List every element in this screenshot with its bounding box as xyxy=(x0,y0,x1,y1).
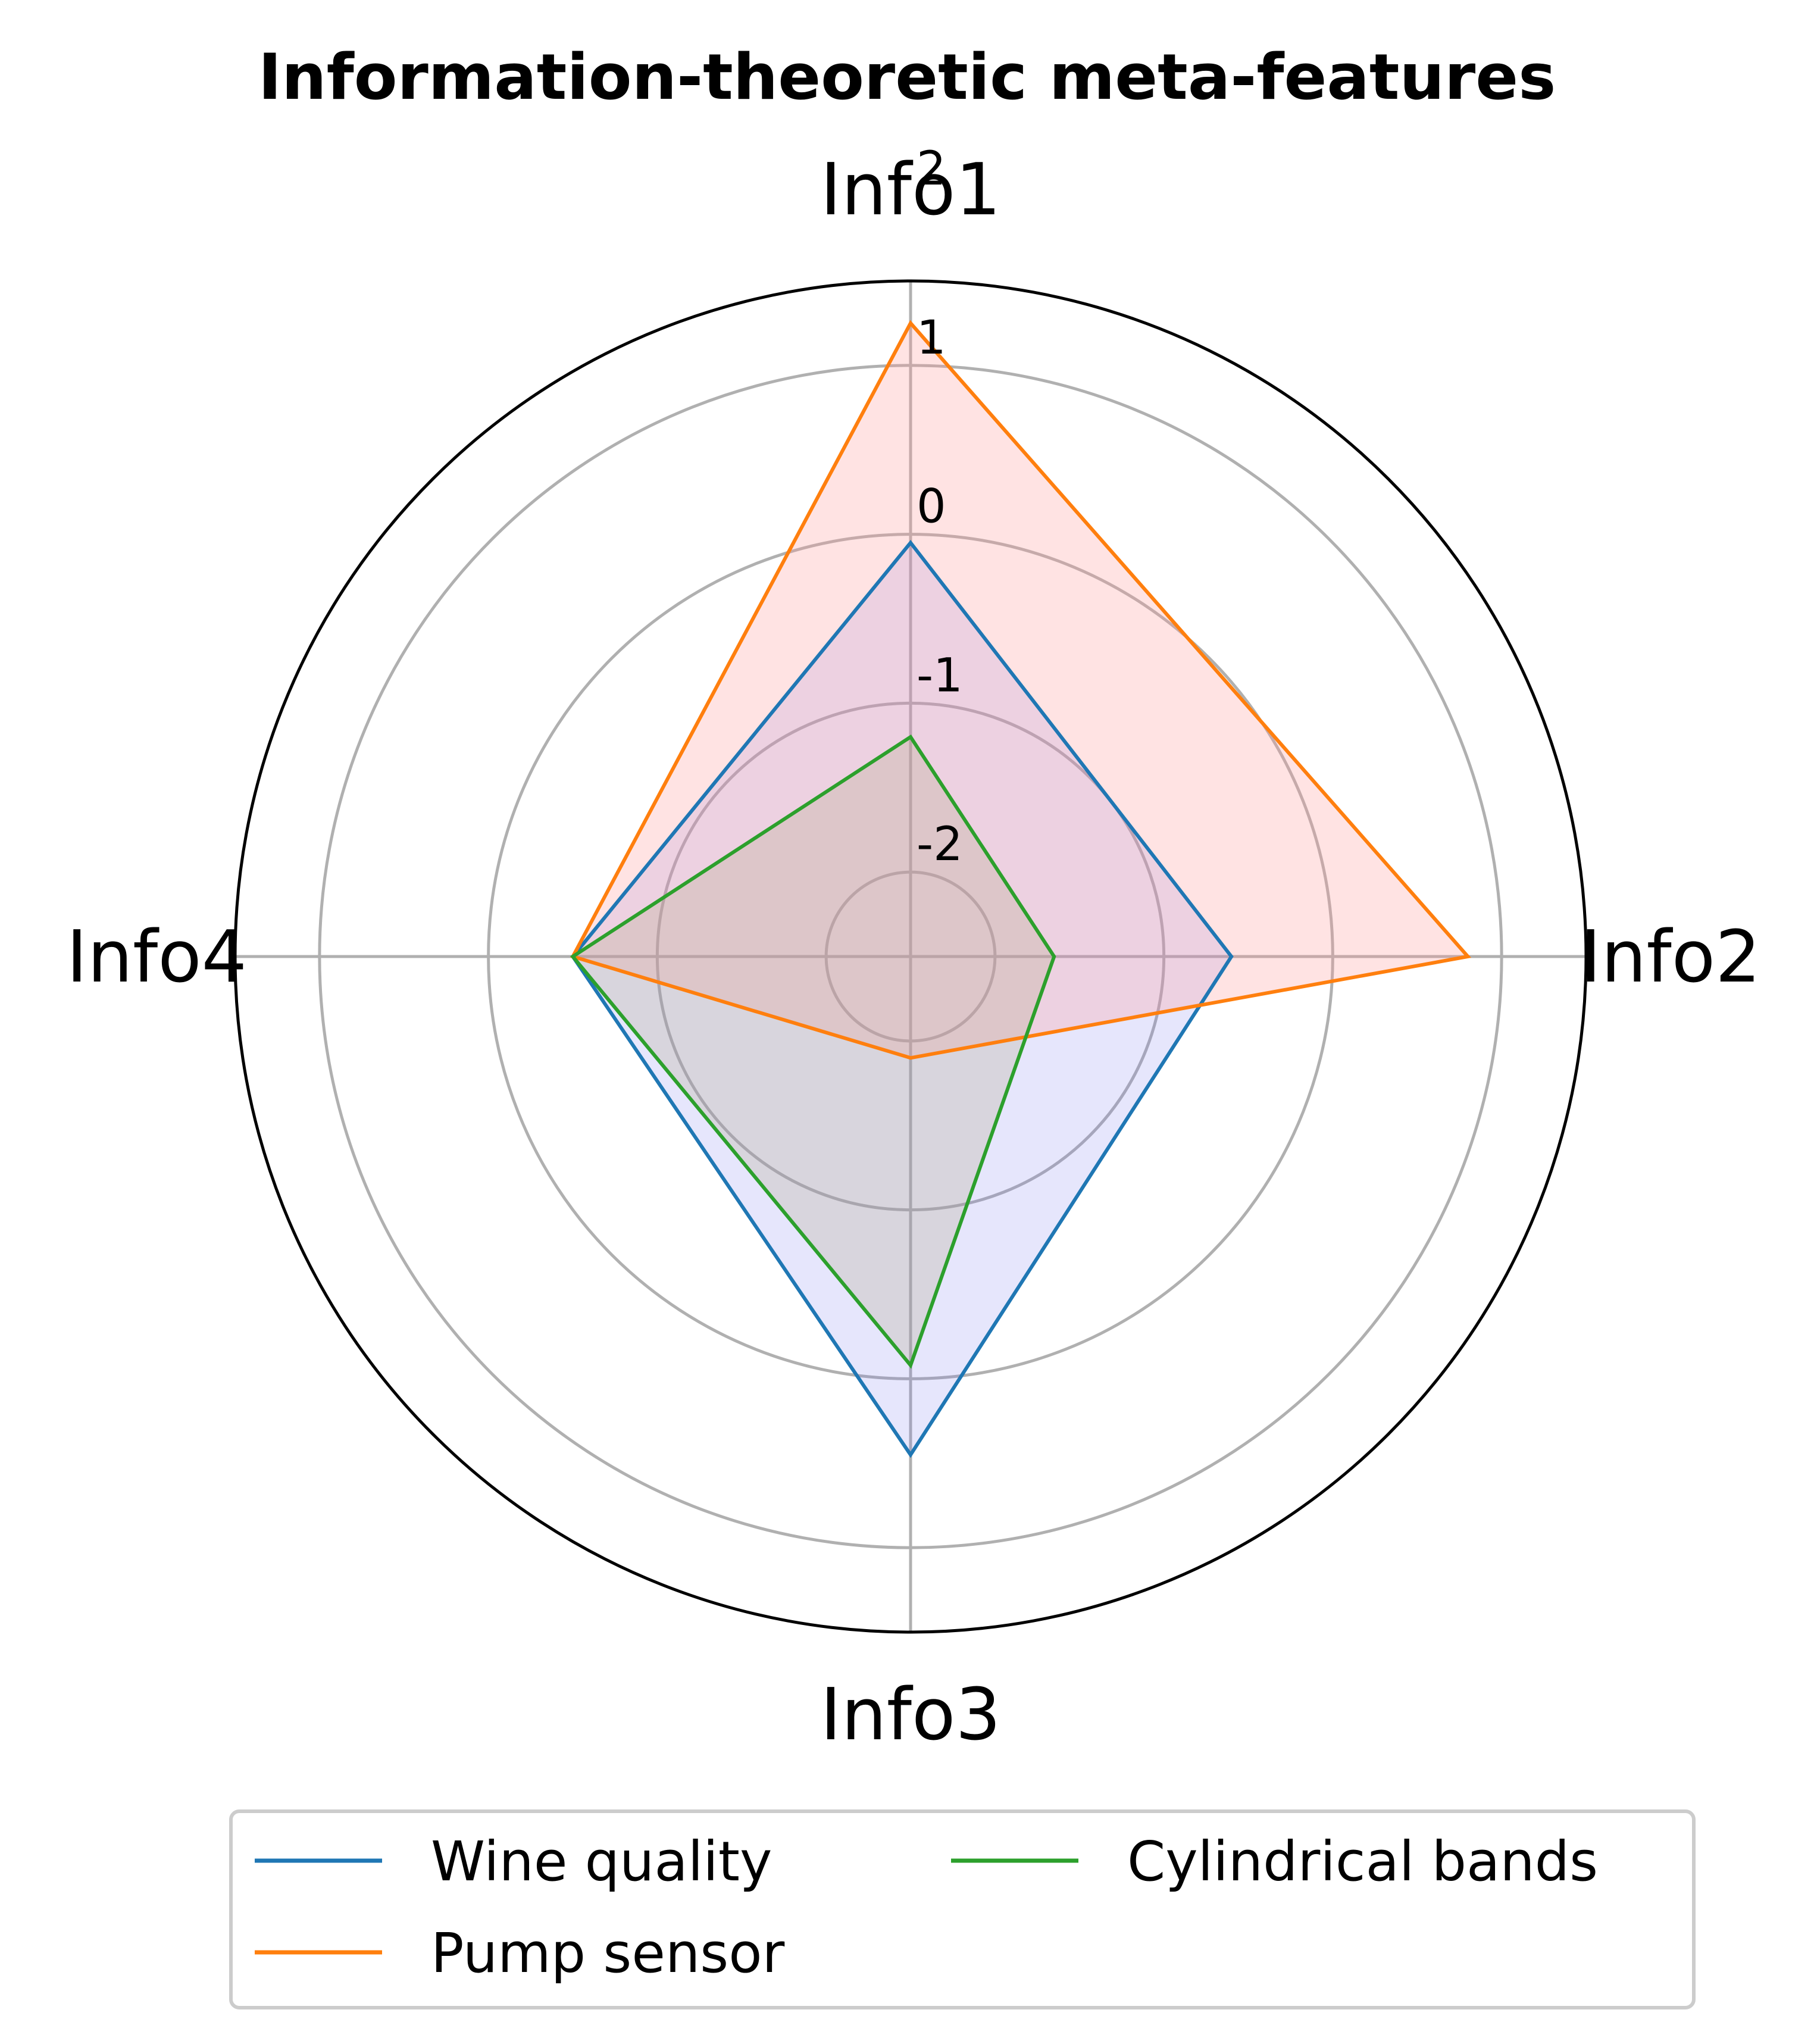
radial-grid xyxy=(233,279,1588,1634)
series-fill-pump-sensor xyxy=(573,323,1468,1058)
legend-box xyxy=(229,1809,1696,2009)
series-fill-wine-quality xyxy=(573,542,1232,1455)
r-tick-label: -1 xyxy=(917,649,963,702)
series-line-wine-quality xyxy=(570,539,1234,1458)
legend: Wine quality Pump sensor Cylindrical bands xyxy=(229,1809,1696,2009)
axis-labels: Info1 Info2 Info3 Info4 xyxy=(67,149,1761,1757)
series-fill-cylindrical-bands xyxy=(573,737,1055,1365)
legend-label-pump-sensor: Pump sensor xyxy=(431,1921,784,1985)
legend-label-wine-quality: Wine quality xyxy=(431,1830,772,1893)
r-tick-label: 1 xyxy=(917,311,946,365)
radial-tick-labels: -2 -1 0 1 2 xyxy=(917,142,963,871)
outer-ring xyxy=(233,279,1588,1634)
r-tick-label: -2 xyxy=(917,818,963,871)
axis-label-info4: Info4 xyxy=(67,916,247,999)
legend-label-cylindrical-bands: Cylindrical bands xyxy=(1127,1830,1598,1893)
series-line-pump-sensor xyxy=(570,320,1472,1060)
series-lines xyxy=(570,320,1472,1458)
axis-label-info2: Info2 xyxy=(1580,916,1760,999)
axis-label-info3: Info3 xyxy=(820,1674,1000,1757)
chart-title: Information-theoretic meta-features xyxy=(258,40,1556,114)
series-line-cylindrical-bands xyxy=(570,734,1056,1369)
r-tick-label: 2 xyxy=(917,142,946,196)
axis-label-info1: Info1 xyxy=(820,149,1000,232)
r-tick-label: 0 xyxy=(917,480,946,534)
series-fills xyxy=(573,323,1468,1455)
